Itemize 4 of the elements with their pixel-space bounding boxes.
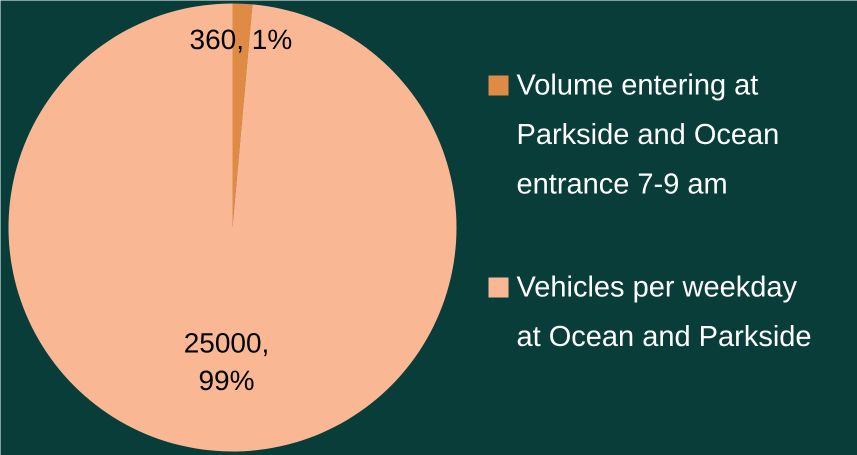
legend-label: Vehicles per weekday at Ocean and Parkside [516, 272, 812, 354]
legend-label: Volume entering at Parkside and Ocean entrance 7-9 am [516, 70, 780, 201]
data-label: 25000, 99% [184, 328, 270, 396]
data-label: 360, 1% [190, 24, 292, 56]
